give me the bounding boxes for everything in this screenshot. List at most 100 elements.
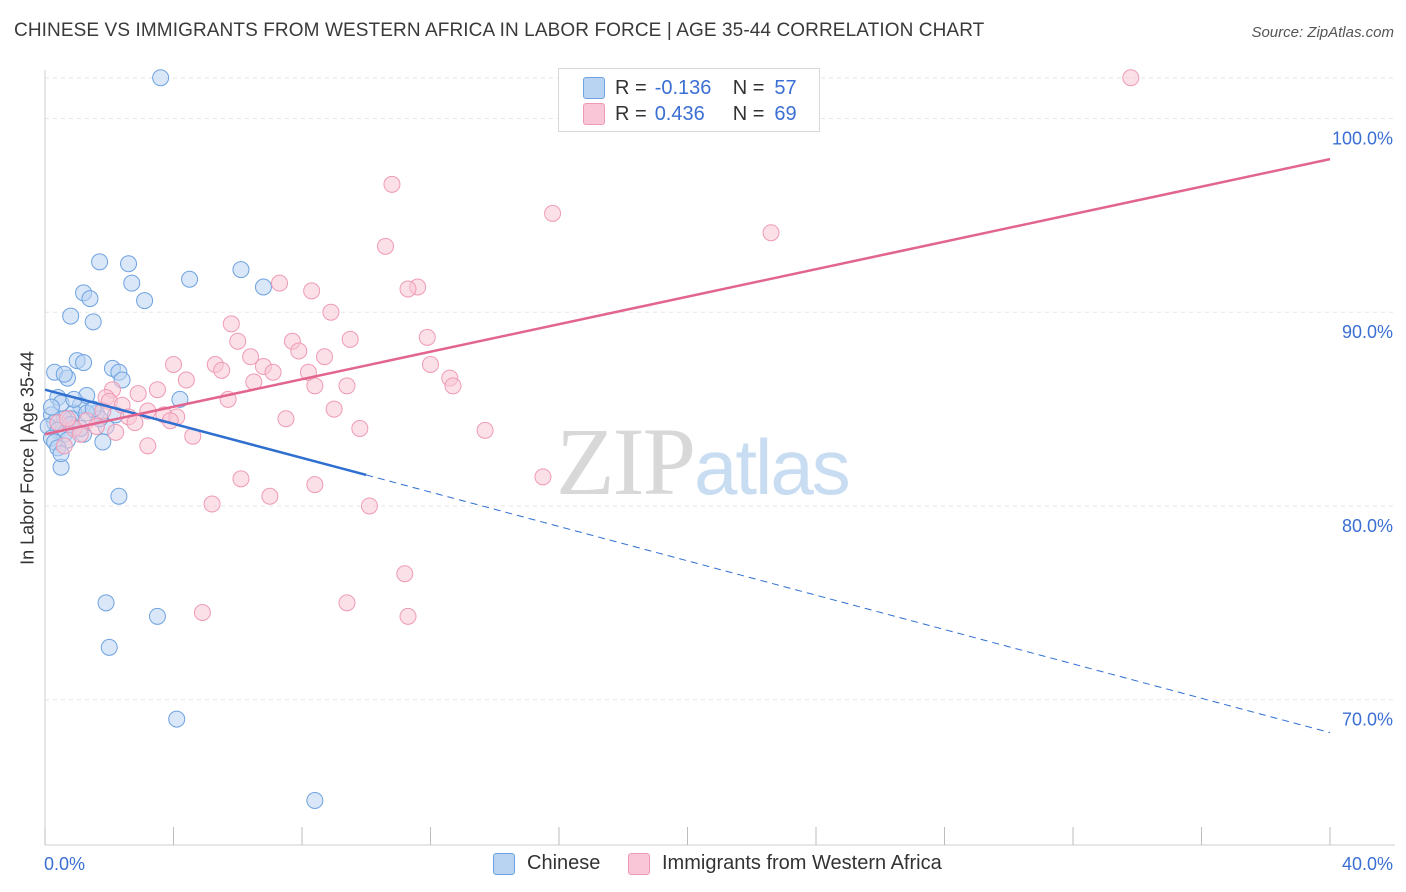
- western-africa-point: [58, 410, 76, 428]
- legend-n-label: N =: [732, 102, 765, 125]
- legend-row-chinese: R = -0.136 N = 57: [583, 75, 797, 101]
- chinese-point: [94, 433, 112, 451]
- western-africa-point: [338, 377, 356, 395]
- series-label-western-africa: Immigrants from Western Africa: [662, 852, 942, 874]
- western-africa-point: [55, 437, 73, 455]
- western-africa-point: [193, 604, 211, 621]
- western-africa-point: [338, 594, 356, 612]
- chinese-point: [181, 270, 199, 288]
- x-tick-label: 0.0%: [44, 854, 85, 874]
- chinese-point: [42, 398, 60, 416]
- chinese-point: [62, 307, 80, 325]
- western-africa-point: [351, 419, 369, 437]
- western-africa-point: [232, 470, 250, 488]
- chinese-point: [232, 261, 250, 279]
- correlation-legend: R = -0.136 N = 57 R = 0.436 N = 69: [558, 68, 820, 132]
- series-legend-western-africa[interactable]: Immigrants from Western Africa: [628, 852, 942, 875]
- legend-n-value-chinese: 57: [774, 76, 797, 99]
- watermark-zip: ZIP: [556, 408, 696, 515]
- western-africa-point: [303, 282, 321, 300]
- chinese-point: [91, 253, 109, 271]
- y-tick-label: 80.0%: [1342, 516, 1393, 536]
- western-africa-point: [341, 330, 359, 348]
- watermark-atlas: atlas: [694, 423, 851, 511]
- chinese-point: [84, 313, 102, 331]
- chinese-point: [55, 365, 73, 383]
- western-africa-point: [544, 204, 562, 222]
- western-africa-point: [107, 423, 125, 441]
- chinese-point: [123, 274, 141, 292]
- y-tick-label: 90.0%: [1342, 322, 1393, 342]
- legend-r-label: R =: [615, 102, 647, 125]
- western-africa-point: [229, 332, 247, 350]
- western-africa-point: [325, 400, 343, 418]
- legend-r-value-western-africa: 0.436: [654, 102, 705, 125]
- western-africa-point: [315, 348, 333, 366]
- legend-swatch-chinese: [583, 77, 605, 99]
- western-africa-point: [422, 356, 439, 373]
- western-africa-point: [399, 280, 417, 298]
- western-africa-point: [277, 410, 295, 428]
- chart-title: CHINESE VS IMMIGRANTS FROM WESTERN AFRIC…: [14, 20, 985, 41]
- chinese-trend-extension: [366, 474, 1331, 734]
- chinese-point: [168, 710, 186, 728]
- legend-n-label: N =: [732, 76, 765, 99]
- legend-r-label: R =: [615, 76, 647, 99]
- western-africa-point: [242, 348, 260, 366]
- legend-r-value-chinese: -0.136: [654, 76, 712, 99]
- western-africa-point: [261, 487, 279, 505]
- western-africa-point: [383, 175, 401, 193]
- chinese-point: [75, 354, 93, 372]
- chinese-point: [100, 638, 118, 656]
- series-swatch-western-africa: [628, 852, 650, 875]
- western-africa-point: [165, 356, 182, 373]
- chinese-point: [97, 594, 115, 612]
- series-legend-chinese[interactable]: Chinese: [493, 852, 600, 875]
- chinese-point: [254, 278, 272, 296]
- chinese-trend-line: [44, 388, 367, 477]
- western-africa-point: [1122, 69, 1140, 87]
- western-africa-point: [177, 371, 195, 389]
- y-tick-label: 70.0%: [1342, 710, 1393, 730]
- western-africa-point: [360, 497, 378, 515]
- western-africa-point: [377, 237, 395, 255]
- y-tick-label: 100.0%: [1332, 128, 1393, 148]
- western-africa-point: [222, 315, 240, 333]
- western-africa-point: [306, 377, 324, 395]
- chinese-point: [306, 791, 324, 809]
- chinese-point: [152, 69, 170, 87]
- series-legend: Chinese Immigrants from Western Africa: [0, 852, 1406, 878]
- western-africa-point: [444, 377, 462, 395]
- legend-row-western-africa: R = 0.436 N = 69: [583, 101, 797, 127]
- western-africa-point: [271, 274, 289, 292]
- western-africa-point: [306, 476, 324, 494]
- legend-swatch-western-africa: [583, 103, 605, 125]
- western-africa-point: [762, 224, 780, 242]
- y-axis-label: In Labor Force | Age 35-44: [17, 351, 38, 565]
- western-africa-point: [399, 607, 417, 625]
- western-africa-point: [418, 328, 436, 346]
- chinese-point: [81, 290, 99, 308]
- chinese-point: [148, 607, 166, 625]
- watermark: ZIPatlas: [556, 406, 851, 517]
- western-africa-point: [139, 437, 157, 455]
- western-africa-trend-line: [44, 157, 1331, 436]
- series-swatch-chinese: [493, 852, 515, 875]
- series-label-chinese: Chinese: [527, 852, 601, 874]
- western-africa-point: [396, 565, 414, 583]
- chinese-point: [110, 487, 128, 505]
- source-credit[interactable]: Source: ZipAtlas.com: [1251, 24, 1394, 41]
- western-africa-point: [322, 303, 340, 321]
- western-africa-point: [264, 363, 282, 381]
- western-africa-point: [290, 342, 308, 360]
- western-africa-point: [203, 495, 221, 513]
- legend-n-value-western-africa: 69: [774, 102, 797, 125]
- x-tick-label: 40.0%: [1342, 854, 1393, 874]
- western-africa-point: [213, 361, 231, 379]
- western-africa-point: [476, 421, 494, 439]
- western-africa-point: [129, 385, 147, 403]
- chinese-point: [120, 255, 138, 273]
- chinese-point: [136, 292, 154, 310]
- western-africa-point: [148, 381, 166, 399]
